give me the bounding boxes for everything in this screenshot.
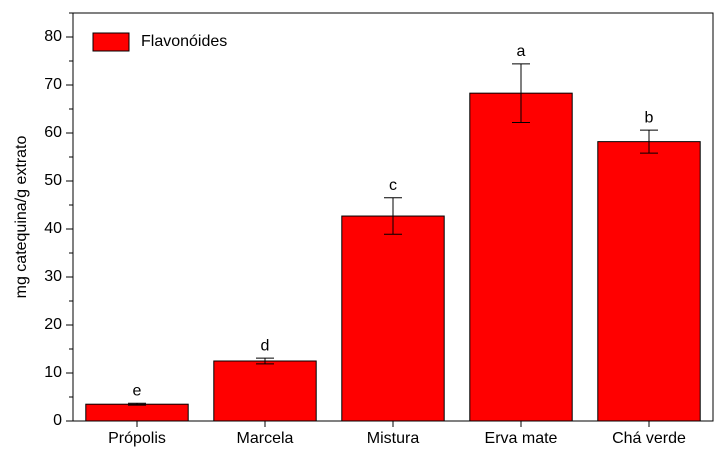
x-tick-label: Erva mate xyxy=(485,430,558,447)
y-tick-label: 10 xyxy=(44,364,62,381)
bar xyxy=(597,141,701,422)
y-tick-label: 60 xyxy=(44,124,62,141)
y-tick-label: 40 xyxy=(44,220,62,237)
bar xyxy=(469,92,573,422)
x-tick-label: Chá verde xyxy=(612,430,686,447)
y-tick-label: 80 xyxy=(44,28,62,45)
y-tick-label: 70 xyxy=(44,76,62,93)
legend-label: Flavonóides xyxy=(141,33,227,50)
significance-label: e xyxy=(133,382,142,399)
y-tick-label: 0 xyxy=(53,412,62,429)
significance-label: d xyxy=(261,337,270,354)
x-tick-label: Mistura xyxy=(367,430,420,447)
bar xyxy=(85,403,189,422)
significance-label: b xyxy=(645,109,654,126)
x-tick-label: Marcela xyxy=(237,430,294,447)
bar xyxy=(213,360,317,422)
y-tick-label: 30 xyxy=(44,268,62,285)
bar xyxy=(341,215,445,422)
y-tick-label: 50 xyxy=(44,172,62,189)
y-tick-label: 20 xyxy=(44,316,62,333)
y-axis-label: mg catequina/g extrato xyxy=(13,136,30,299)
x-tick-label: Própolis xyxy=(108,430,166,447)
significance-label: a xyxy=(517,43,526,60)
significance-label: c xyxy=(389,177,397,194)
legend-swatch xyxy=(92,32,130,52)
